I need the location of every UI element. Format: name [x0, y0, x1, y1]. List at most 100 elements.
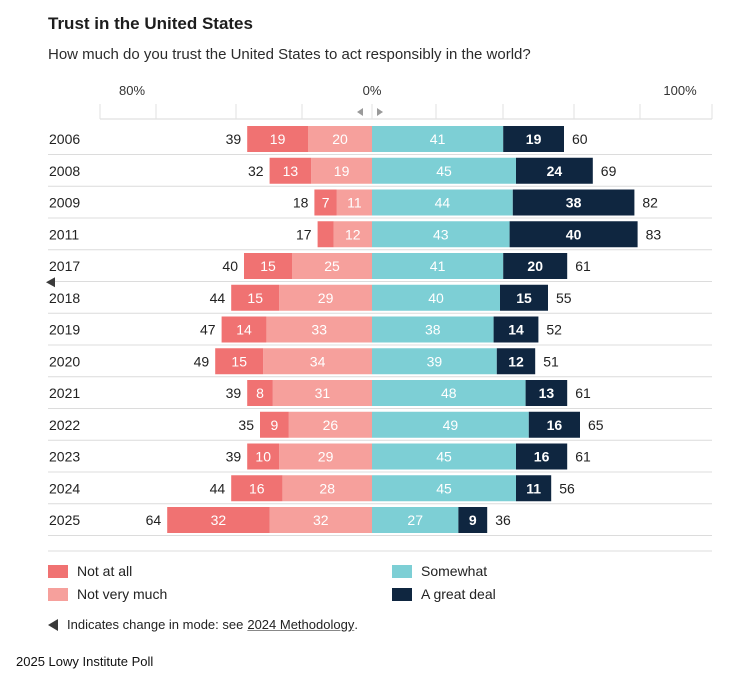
legend-label-somewhat: Somewhat — [421, 563, 488, 579]
mode-change-marker-icon — [46, 277, 55, 288]
bar-not-at-all — [231, 284, 280, 311]
total-negative: 39 — [226, 131, 242, 147]
bar-great-deal — [525, 380, 568, 406]
label-not-very-much: 31 — [315, 385, 331, 401]
total-positive: 36 — [495, 512, 511, 528]
year-label: 2008 — [49, 163, 80, 179]
note-end: . — [354, 617, 358, 632]
bar-not-at-all — [317, 221, 334, 248]
legend-swatch-not-at-all — [48, 564, 68, 578]
year-label: 2020 — [49, 353, 80, 369]
legend-not-at-all: Not at all — [48, 563, 132, 579]
label-great-deal: 15 — [516, 290, 532, 306]
label-somewhat: 45 — [436, 480, 452, 496]
label-not-very-much: 26 — [323, 417, 339, 433]
label-not-very-much: 20 — [332, 131, 348, 147]
bar-not-very-much — [311, 157, 372, 184]
label-great-deal: 16 — [547, 417, 563, 433]
total-positive: 61 — [575, 258, 591, 274]
label-not-at-all: 32 — [211, 512, 227, 528]
bar-not-at-all — [247, 126, 308, 152]
bar-great-deal — [458, 507, 488, 533]
bar-somewhat — [372, 316, 494, 343]
label-somewhat: 39 — [427, 353, 443, 369]
legend-somewhat: Somewhat — [392, 563, 487, 579]
total-negative: 18 — [293, 195, 309, 211]
total-positive: 51 — [543, 353, 559, 369]
label-great-deal: 14 — [508, 322, 524, 338]
total-negative: 39 — [226, 385, 242, 401]
legend-swatch-somewhat — [392, 564, 412, 578]
bar-not-at-all — [269, 157, 312, 184]
total-positive: 55 — [556, 290, 572, 306]
total-negative: 47 — [200, 322, 216, 338]
label-great-deal: 40 — [566, 226, 582, 242]
year-label: 2019 — [49, 322, 80, 338]
total-negative: 39 — [226, 449, 242, 465]
bar-not-very-much — [282, 475, 372, 502]
chart-title: Trust in the United States — [48, 14, 253, 33]
label-somewhat: 40 — [428, 290, 444, 306]
bar-great-deal — [512, 189, 635, 216]
label-somewhat: 45 — [436, 163, 452, 179]
total-negative: 44 — [210, 480, 226, 496]
label-not-very-much: 25 — [324, 258, 340, 274]
bar-somewhat — [372, 253, 504, 279]
label-not-very-much: 11 — [347, 195, 362, 211]
methodology-link[interactable]: 2024 Methodology — [247, 617, 355, 632]
bar-somewhat — [372, 380, 526, 406]
label-not-very-much: 12 — [345, 226, 361, 242]
methodology-note: Indicates change in mode: see 2024 Metho… — [48, 617, 358, 632]
label-not-at-all: 15 — [231, 353, 247, 369]
label-great-deal: 11 — [526, 480, 541, 496]
year-label: 2006 — [49, 131, 80, 147]
axis-label-right: 100% — [663, 83, 697, 98]
bar-great-deal — [516, 443, 568, 470]
label-not-at-all: 9 — [271, 417, 279, 433]
label-not-very-much: 29 — [318, 449, 334, 465]
year-label: 2011 — [49, 226, 79, 242]
bar-not-at-all — [215, 348, 264, 375]
label-somewhat: 41 — [430, 131, 446, 147]
legend-swatch-not-very-much — [48, 587, 68, 601]
label-not-very-much: 29 — [318, 290, 334, 306]
bar-somewhat — [372, 284, 500, 311]
bar-not-at-all — [247, 380, 273, 406]
bar-somewhat — [372, 443, 516, 470]
bar-somewhat — [372, 475, 516, 502]
bar-not-at-all — [260, 411, 289, 438]
bar-great-deal — [493, 316, 539, 343]
label-somewhat: 49 — [443, 417, 459, 433]
year-label: 2018 — [49, 290, 80, 306]
label-somewhat: 27 — [407, 512, 423, 528]
year-label: 2025 — [49, 512, 80, 528]
label-somewhat: 38 — [425, 322, 441, 338]
source-credit: 2025 Lowy Institute Poll — [16, 654, 154, 669]
bar-not-very-much — [279, 443, 372, 470]
bar-not-at-all — [247, 443, 280, 470]
bar-not-very-much — [292, 253, 372, 279]
bar-not-very-much — [272, 380, 372, 406]
total-negative: 40 — [222, 258, 238, 274]
legend-label-not-at-all: Not at all — [77, 563, 133, 579]
scroll-right-icon[interactable] — [377, 108, 383, 116]
scroll-left-icon[interactable] — [357, 108, 363, 116]
label-somewhat: 48 — [441, 385, 457, 401]
total-negative: 44 — [210, 290, 226, 306]
bar-somewhat — [372, 411, 529, 438]
bar-somewhat — [372, 189, 513, 216]
axis-label-left: 80% — [119, 83, 145, 98]
year-label: 2022 — [49, 417, 80, 433]
year-label: 2017 — [49, 258, 80, 274]
total-negative: 32 — [248, 163, 264, 179]
label-not-very-much: 32 — [313, 512, 329, 528]
bar-great-deal — [528, 411, 580, 438]
total-positive: 65 — [588, 417, 604, 433]
bar-not-at-all — [231, 475, 283, 502]
bar-not-very-much — [269, 507, 372, 533]
legend-great-deal: A great deal — [392, 586, 496, 602]
total-positive: 52 — [546, 322, 562, 338]
legend-swatch-great-deal — [392, 587, 412, 601]
label-not-very-much: 33 — [311, 322, 327, 338]
year-label: 2023 — [49, 449, 80, 465]
